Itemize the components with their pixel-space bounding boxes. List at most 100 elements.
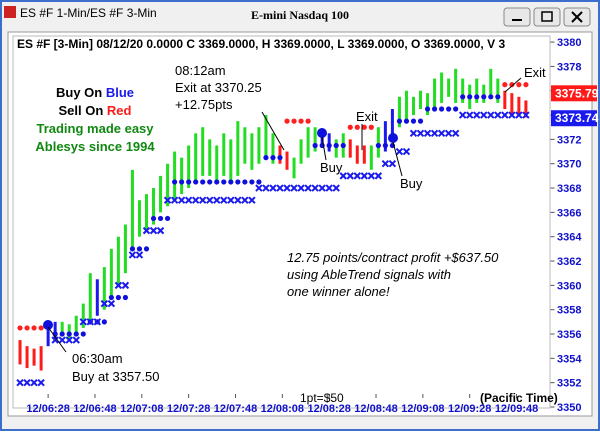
stop-dot — [270, 155, 276, 161]
price-bar — [348, 139, 352, 158]
stop-dot — [179, 179, 185, 185]
plot-frame — [12, 35, 551, 409]
stop-dot — [438, 106, 445, 112]
price-bar — [95, 279, 99, 316]
stop-x — [16, 378, 24, 387]
stop-x — [241, 196, 249, 204]
price-bar — [215, 145, 219, 182]
price-bar — [313, 127, 317, 152]
price-bar — [362, 145, 366, 164]
y-tick-label: 3362 — [557, 256, 581, 268]
annotation: Exit — [524, 65, 546, 80]
price-marker-label: 3375.79 — [555, 86, 599, 100]
stop-x — [494, 111, 502, 119]
arrow — [504, 77, 522, 93]
stop-dot — [417, 118, 424, 124]
price-bar — [334, 139, 338, 158]
stop-x — [255, 184, 263, 192]
app-icon — [4, 6, 16, 18]
stop-dot — [150, 215, 157, 222]
price-bar — [397, 96, 401, 128]
stop-dot — [263, 155, 269, 161]
stop-dot — [368, 124, 374, 130]
stop-dot — [122, 294, 129, 301]
price-bar — [229, 139, 233, 182]
price-bar — [271, 133, 275, 164]
stop-x — [248, 196, 256, 204]
y-tick-label: 3356 — [557, 329, 581, 341]
price-bar — [510, 93, 514, 116]
annotation: 06:30am — [72, 351, 123, 366]
x-tick-label: 12/08:28 — [307, 403, 350, 415]
stop-dot — [235, 179, 241, 185]
stop-dot — [474, 94, 480, 100]
price-bar — [81, 303, 85, 328]
price-bar — [419, 90, 423, 109]
price-bar — [369, 145, 373, 170]
annotation: Exit at 3370.25 — [175, 80, 262, 95]
signal-marker — [43, 320, 53, 330]
note-text: Sell On — [59, 103, 104, 118]
stop-x — [198, 196, 207, 204]
y-tick-label: 3370 — [557, 159, 581, 171]
price-bar — [222, 133, 226, 176]
stop-x — [191, 196, 200, 204]
maximize-button[interactable] — [533, 7, 561, 27]
stop-x — [121, 281, 130, 290]
minimize-button[interactable] — [503, 7, 531, 27]
price-bar — [461, 78, 465, 103]
stop-x — [353, 172, 361, 180]
price-bar — [173, 151, 177, 201]
window-buttons[interactable] — [503, 7, 591, 27]
x-tick-label: 12/07:08 — [120, 403, 163, 415]
stop-dot — [403, 118, 410, 124]
x-tick-label: 12/08:08 — [261, 403, 304, 415]
y-tick-label: 3378 — [557, 61, 581, 73]
stop-x — [213, 196, 221, 204]
price-marker-label: 3373.74 — [555, 111, 599, 125]
y-tick-label: 3368 — [557, 183, 581, 195]
stop-dot — [354, 124, 360, 130]
price-bar — [208, 139, 212, 176]
stop-dot — [214, 179, 220, 185]
price-bar — [159, 175, 163, 213]
price-bar — [53, 321, 57, 341]
icon — [571, 11, 583, 23]
y-tick-label: 3354 — [557, 353, 582, 365]
price-bar — [482, 84, 486, 103]
x-tick-label: 12/09:08 — [401, 403, 444, 415]
price-bar — [517, 96, 521, 116]
stop-x — [149, 226, 158, 235]
stop-x — [501, 111, 509, 119]
stop-dot — [186, 179, 192, 185]
stop-dot — [108, 294, 114, 301]
stop-x — [346, 172, 354, 180]
stop-dot — [495, 94, 501, 100]
stop-dot — [115, 294, 121, 301]
price-bar — [201, 127, 205, 176]
price-bar — [376, 127, 380, 158]
price-bar — [454, 68, 458, 103]
price-bar — [278, 145, 282, 164]
price-marker — [551, 85, 597, 102]
price-bar — [194, 133, 198, 182]
price-bar — [257, 127, 261, 164]
stop-x — [107, 299, 116, 308]
stop-dot — [424, 106, 431, 112]
stop-dot — [73, 331, 79, 337]
price-bar — [152, 188, 156, 225]
stop-x — [515, 111, 523, 119]
price-bar — [440, 72, 444, 103]
y-tick-label: 3372 — [557, 134, 581, 146]
signal-marker — [317, 128, 327, 138]
stop-x — [58, 336, 66, 344]
stop-x — [318, 184, 326, 192]
price-bar — [187, 145, 191, 189]
stop-dot — [312, 142, 318, 149]
price-bar — [32, 348, 36, 366]
price-bar — [236, 121, 240, 176]
stop-x — [65, 336, 73, 344]
stop-x — [332, 184, 340, 192]
price-marker — [551, 110, 597, 127]
arrow — [321, 136, 327, 161]
